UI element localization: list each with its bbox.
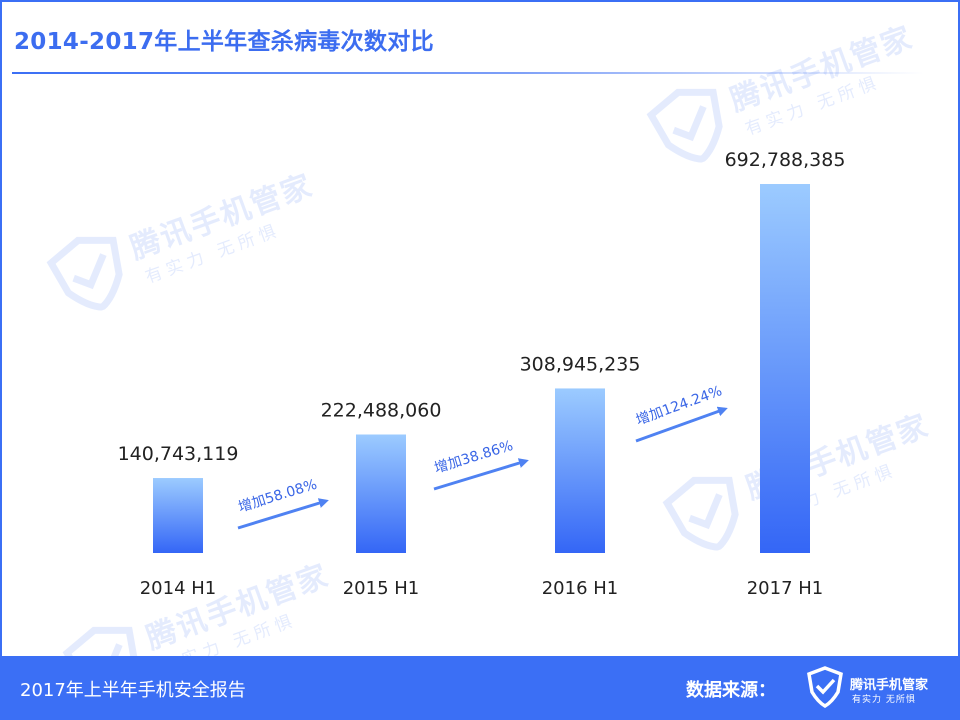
data-label: 308,945,235 xyxy=(520,353,641,375)
footer-slogan: 有实力 无所惧 xyxy=(852,695,916,705)
growth-label: 增加58.08% xyxy=(236,477,318,516)
x-tick-label: 2016 H1 xyxy=(542,578,619,599)
data-label: 692,788,385 xyxy=(725,149,846,171)
bar xyxy=(356,434,406,553)
x-tick-label: 2017 H1 xyxy=(747,578,824,599)
bar-chart: 140,743,119 2014 H1 222,488,060 2015 H1 308,… xyxy=(118,149,846,599)
growth-arrow xyxy=(237,498,329,530)
growth-arrow xyxy=(433,458,529,491)
growth-arrow xyxy=(635,406,728,443)
title-divider xyxy=(12,72,924,74)
growth-label: 增加124.24% xyxy=(634,383,724,429)
x-tick-label: 2015 H1 xyxy=(343,578,420,599)
bar xyxy=(555,388,605,553)
data-label: 140,743,119 xyxy=(118,443,239,465)
bar xyxy=(760,184,810,553)
bar xyxy=(153,478,203,553)
x-tick-label: 2014 H1 xyxy=(140,578,217,599)
footer-brand: 腾讯手机管家 xyxy=(850,678,929,693)
report-title: 2017年上半年手机安全报告 xyxy=(20,680,246,701)
source-label: 数据来源： xyxy=(686,680,776,701)
shield-check-icon xyxy=(807,666,843,708)
growth-label: 增加38.86% xyxy=(433,438,516,477)
footer-bar: 2017年上半年手机安全报告 数据来源： 腾讯手机管家 有实力 无所惧 xyxy=(0,656,960,720)
page-title: 2014-2017年上半年查杀病毒次数对比 xyxy=(14,29,434,55)
data-label: 222,488,060 xyxy=(321,399,442,421)
